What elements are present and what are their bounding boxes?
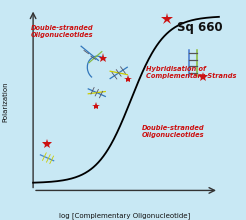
Text: log [Complementary Oligonucleotide]: log [Complementary Oligonucleotide]	[59, 212, 191, 219]
Text: Double-stranded
Oligonucleotides: Double-stranded Oligonucleotides	[142, 125, 204, 138]
Text: Hybridisation of
Complementary Strands: Hybridisation of Complementary Strands	[146, 66, 236, 79]
Text: Polarization: Polarization	[2, 81, 8, 122]
Text: Sq 660: Sq 660	[177, 20, 223, 34]
Text: Double-stranded
Oligonucleotides: Double-stranded Oligonucleotides	[31, 24, 94, 38]
